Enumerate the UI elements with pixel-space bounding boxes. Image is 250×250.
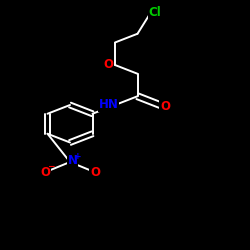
Text: O: O — [90, 166, 100, 179]
Text: Cl: Cl — [148, 6, 162, 19]
Text: HN: HN — [99, 98, 119, 112]
Text: −: − — [48, 162, 55, 171]
Text: +: + — [74, 152, 81, 161]
Text: O: O — [160, 100, 170, 113]
Text: N: N — [68, 154, 78, 167]
Text: O: O — [104, 58, 114, 71]
Text: O: O — [40, 166, 50, 179]
